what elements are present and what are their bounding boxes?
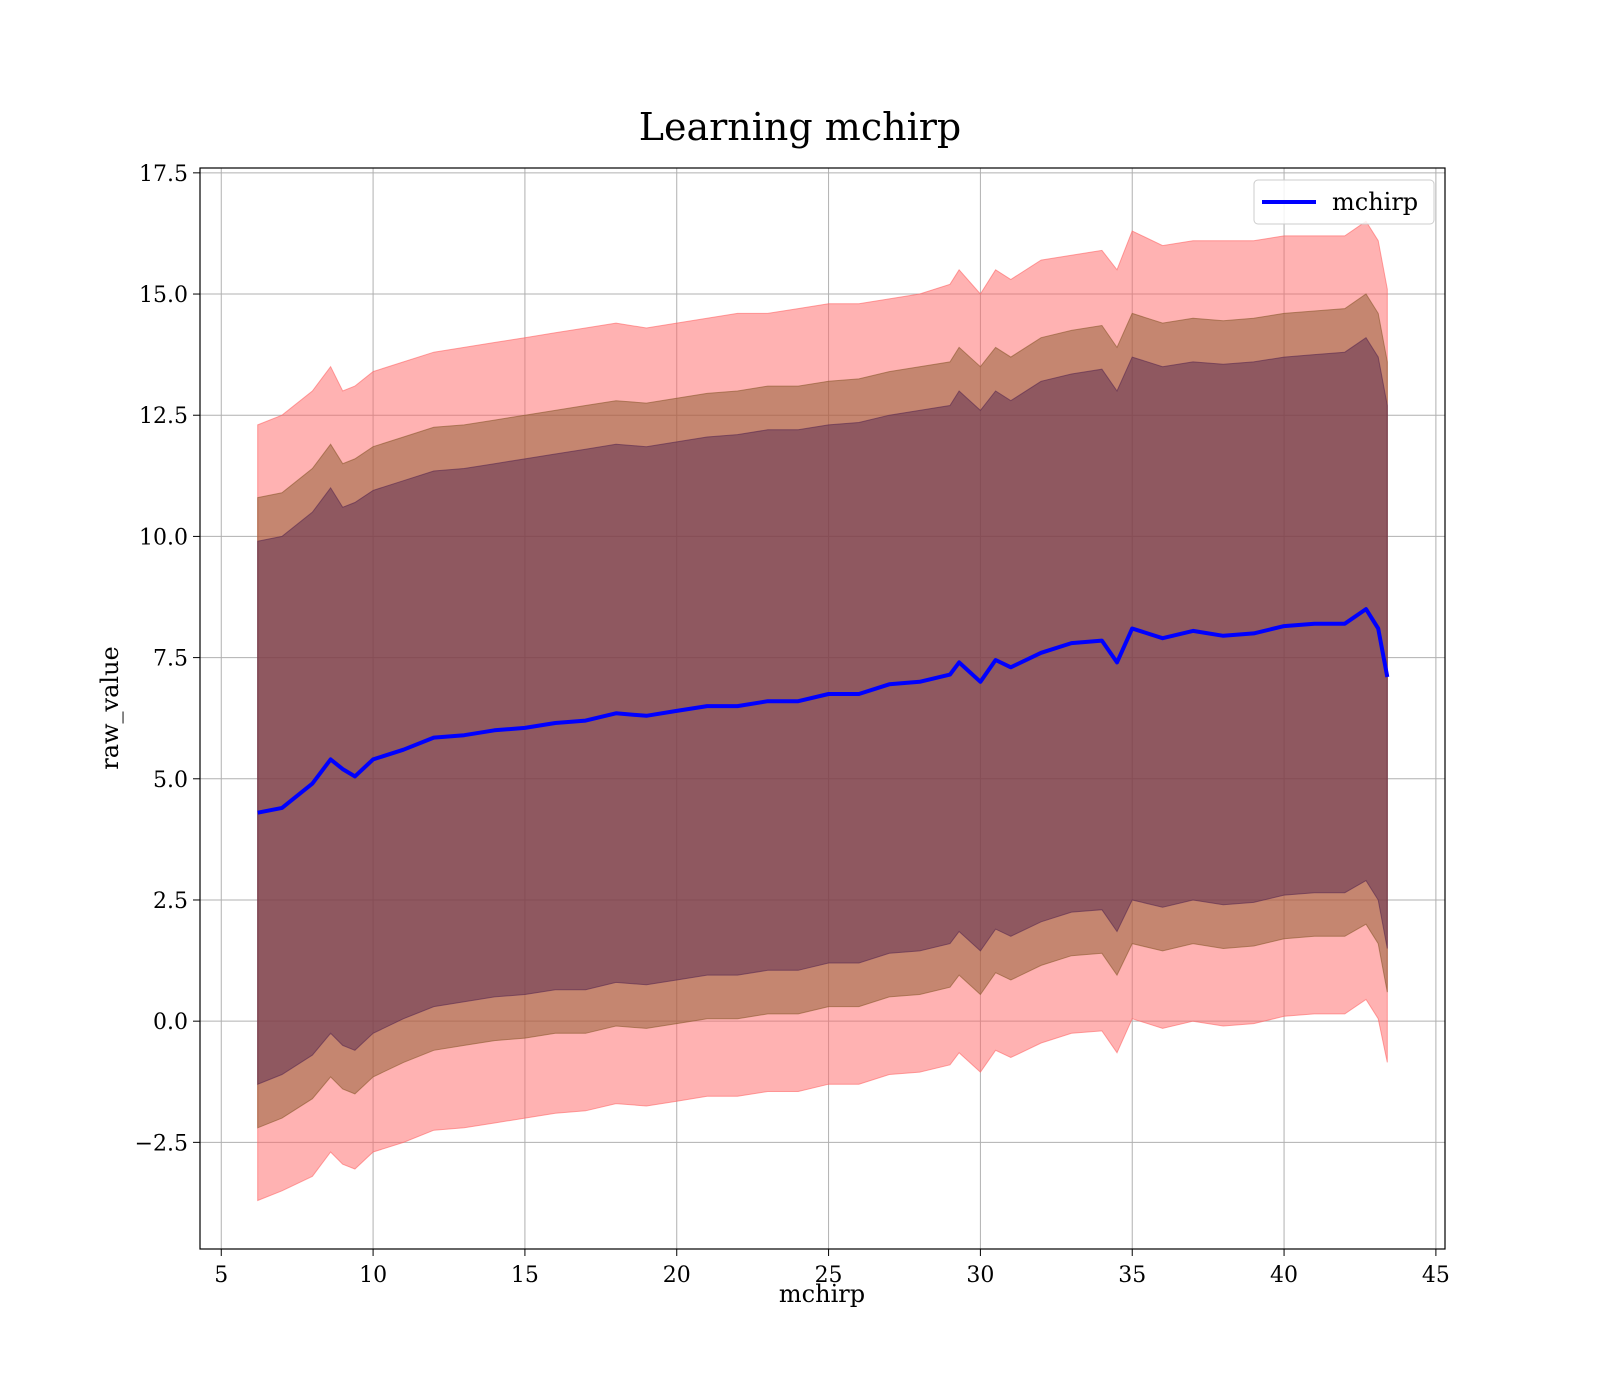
legend: mchirp: [1253, 179, 1435, 225]
x-tick-label: 10: [359, 1263, 387, 1288]
x-tick-label: 25: [815, 1263, 843, 1288]
x-axis-label: mchirp: [779, 1280, 865, 1308]
x-tick-label: 20: [663, 1263, 691, 1288]
x-tick-label: 30: [966, 1263, 994, 1288]
confidence-bands: [257, 220, 1388, 1202]
chart-title: Learning mchirp: [639, 105, 961, 149]
legend-box: [1253, 179, 1435, 225]
uncertainty-band: [257, 336, 1388, 1085]
y-tick-label: 15.0: [139, 283, 188, 308]
y-tick-label: 10.0: [139, 525, 188, 550]
x-tick-label: 40: [1270, 1263, 1298, 1288]
y-axis-label: raw_value: [96, 646, 124, 770]
x-tick-label: 15: [511, 1263, 539, 1288]
series-line: [257, 607, 1390, 815]
y-tick-label: 7.5: [153, 647, 188, 672]
axis-ticks: 5 10 15 20 25 30 35 40 45 −2.5 0.0 2.5 5.0 7.5 10.0 12.…: [135, 162, 1450, 1288]
x-tick-label: 45: [1422, 1263, 1450, 1288]
series-lines: [257, 607, 1390, 815]
y-tick-label: 2.5: [153, 889, 188, 914]
y-tick-label: 5.0: [153, 768, 188, 793]
y-tick-label: 17.5: [139, 162, 188, 187]
y-tick-label: 12.5: [139, 404, 188, 429]
y-tick-label: 0.0: [153, 1010, 188, 1035]
legend-label: mchirp: [1332, 188, 1418, 216]
x-tick-label: 5: [214, 1263, 228, 1288]
x-tick-label: 35: [1118, 1263, 1146, 1288]
y-tick-label: −2.5: [135, 1131, 188, 1156]
plot-frame: [199, 167, 1446, 1250]
